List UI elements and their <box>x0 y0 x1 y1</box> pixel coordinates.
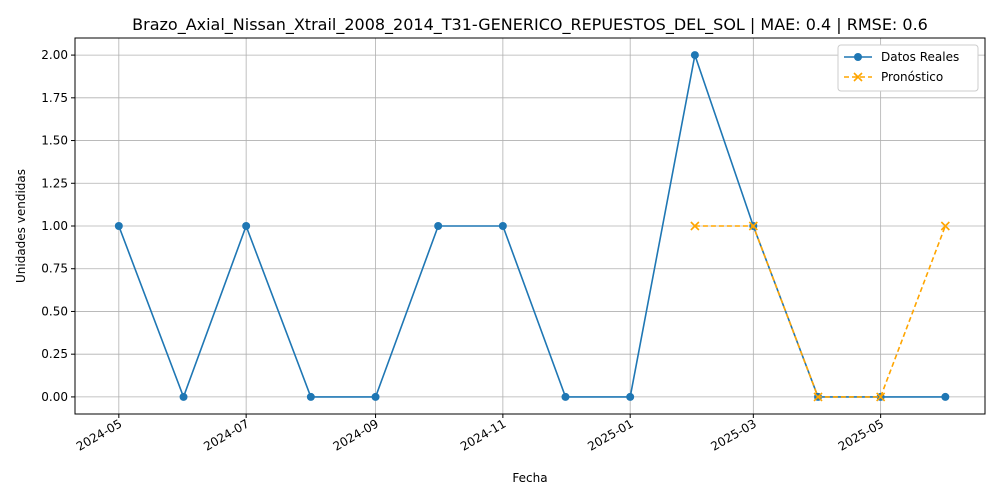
data-point-pronostico <box>876 392 886 402</box>
data-point-pronostico <box>690 221 700 231</box>
legend-marker-datos-reales <box>854 53 862 61</box>
chart-title: Brazo_Axial_Nissan_Xtrail_2008_2014_T31-… <box>132 15 928 35</box>
y-tick-label: 0.75 <box>41 262 68 276</box>
data-point-datos-reales <box>941 392 950 401</box>
y-tick-label: 0.50 <box>41 304 68 318</box>
x-axis-label: Fecha <box>512 471 547 485</box>
y-tick-label: 1.75 <box>41 91 68 105</box>
data-point-datos-reales <box>561 392 570 401</box>
y-tick-label: 0.25 <box>41 347 68 361</box>
series-layer <box>114 51 950 402</box>
y-tick-label: 2.00 <box>41 48 68 62</box>
data-point-datos-reales <box>434 222 443 230</box>
y-tick-label: 1.50 <box>41 134 68 148</box>
data-point-pronostico <box>813 392 823 402</box>
data-point-pronostico <box>940 221 950 231</box>
data-point-datos-reales <box>498 222 507 230</box>
data-point-datos-reales <box>242 222 251 230</box>
data-point-datos-reales <box>690 51 699 60</box>
y-tick-label: 1.25 <box>41 176 68 190</box>
legend-label-datos-reales: Datos Reales <box>881 50 959 64</box>
y-axis-label: Unidades vendidas <box>14 169 28 283</box>
data-point-pronostico <box>748 221 758 231</box>
legend-box <box>837 44 979 92</box>
data-point-datos-reales <box>114 222 123 230</box>
data-point-datos-reales <box>626 392 635 401</box>
data-point-datos-reales <box>306 392 315 401</box>
y-tick-label: 0.00 <box>41 390 68 404</box>
data-point-datos-reales <box>371 392 380 401</box>
y-axis: 0.00 0.25 0.50 0.75 1.00 1.25 1.50 1.75 2.00 <box>41 48 75 404</box>
y-tick-label: 1.00 <box>41 219 68 233</box>
legend: Datos Reales Pronóstico <box>837 44 979 92</box>
legend-label-pronostico: Pronóstico <box>881 70 943 84</box>
legend-marker-pronostico <box>853 72 863 82</box>
data-point-datos-reales <box>179 392 188 401</box>
